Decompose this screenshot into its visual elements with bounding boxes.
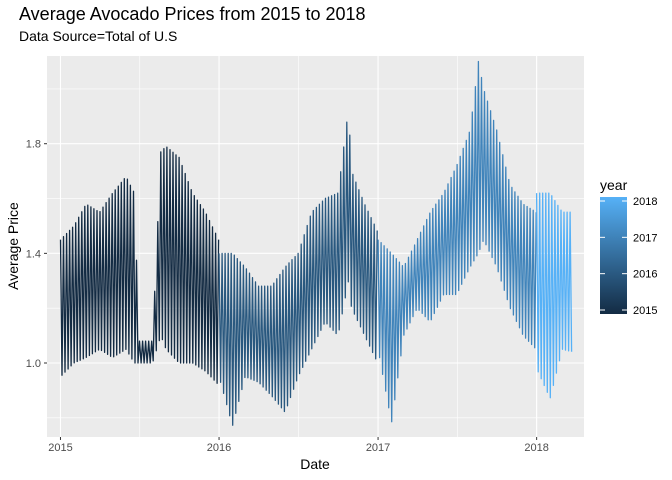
x-axis-title: Date xyxy=(300,456,330,472)
legend: year 2018 2017 2016 2015 xyxy=(600,177,657,317)
chart-subtitle: Data Source=Total of U.S xyxy=(19,28,178,44)
legend-label: 2015 xyxy=(633,305,657,317)
x-tick-label: 2018 xyxy=(524,442,548,454)
y-tick-label: 1.0 xyxy=(26,358,41,370)
x-tick-label: 2017 xyxy=(366,442,390,454)
x-tick-label: 2015 xyxy=(48,442,72,454)
series-line-2017 xyxy=(377,60,537,423)
legend-label: 2017 xyxy=(633,232,657,244)
y-tick-label: 1.4 xyxy=(26,248,41,260)
chart-title: Average Avocado Prices from 2015 to 2018 xyxy=(19,4,366,24)
legend-label: 2018 xyxy=(633,196,657,208)
minor-grid xyxy=(47,56,584,437)
series-line-2018 xyxy=(535,192,573,399)
legend-ticks: 2018 2017 2016 2015 xyxy=(600,196,657,317)
y-axis: 1.0 1.4 1.8 xyxy=(26,139,47,370)
y-tick-label: 1.8 xyxy=(26,139,41,151)
series-line-2015 xyxy=(59,146,220,384)
x-axis: 2015 2016 2017 2018 xyxy=(48,437,549,454)
y-axis-title: Average Price xyxy=(5,202,21,290)
x-tick-label: 2016 xyxy=(207,442,231,454)
legend-label: 2016 xyxy=(633,269,657,281)
series-layer xyxy=(59,60,573,426)
series-line-2016 xyxy=(218,121,378,426)
legend-title: year xyxy=(600,177,628,193)
legend-colorbar xyxy=(600,197,627,314)
